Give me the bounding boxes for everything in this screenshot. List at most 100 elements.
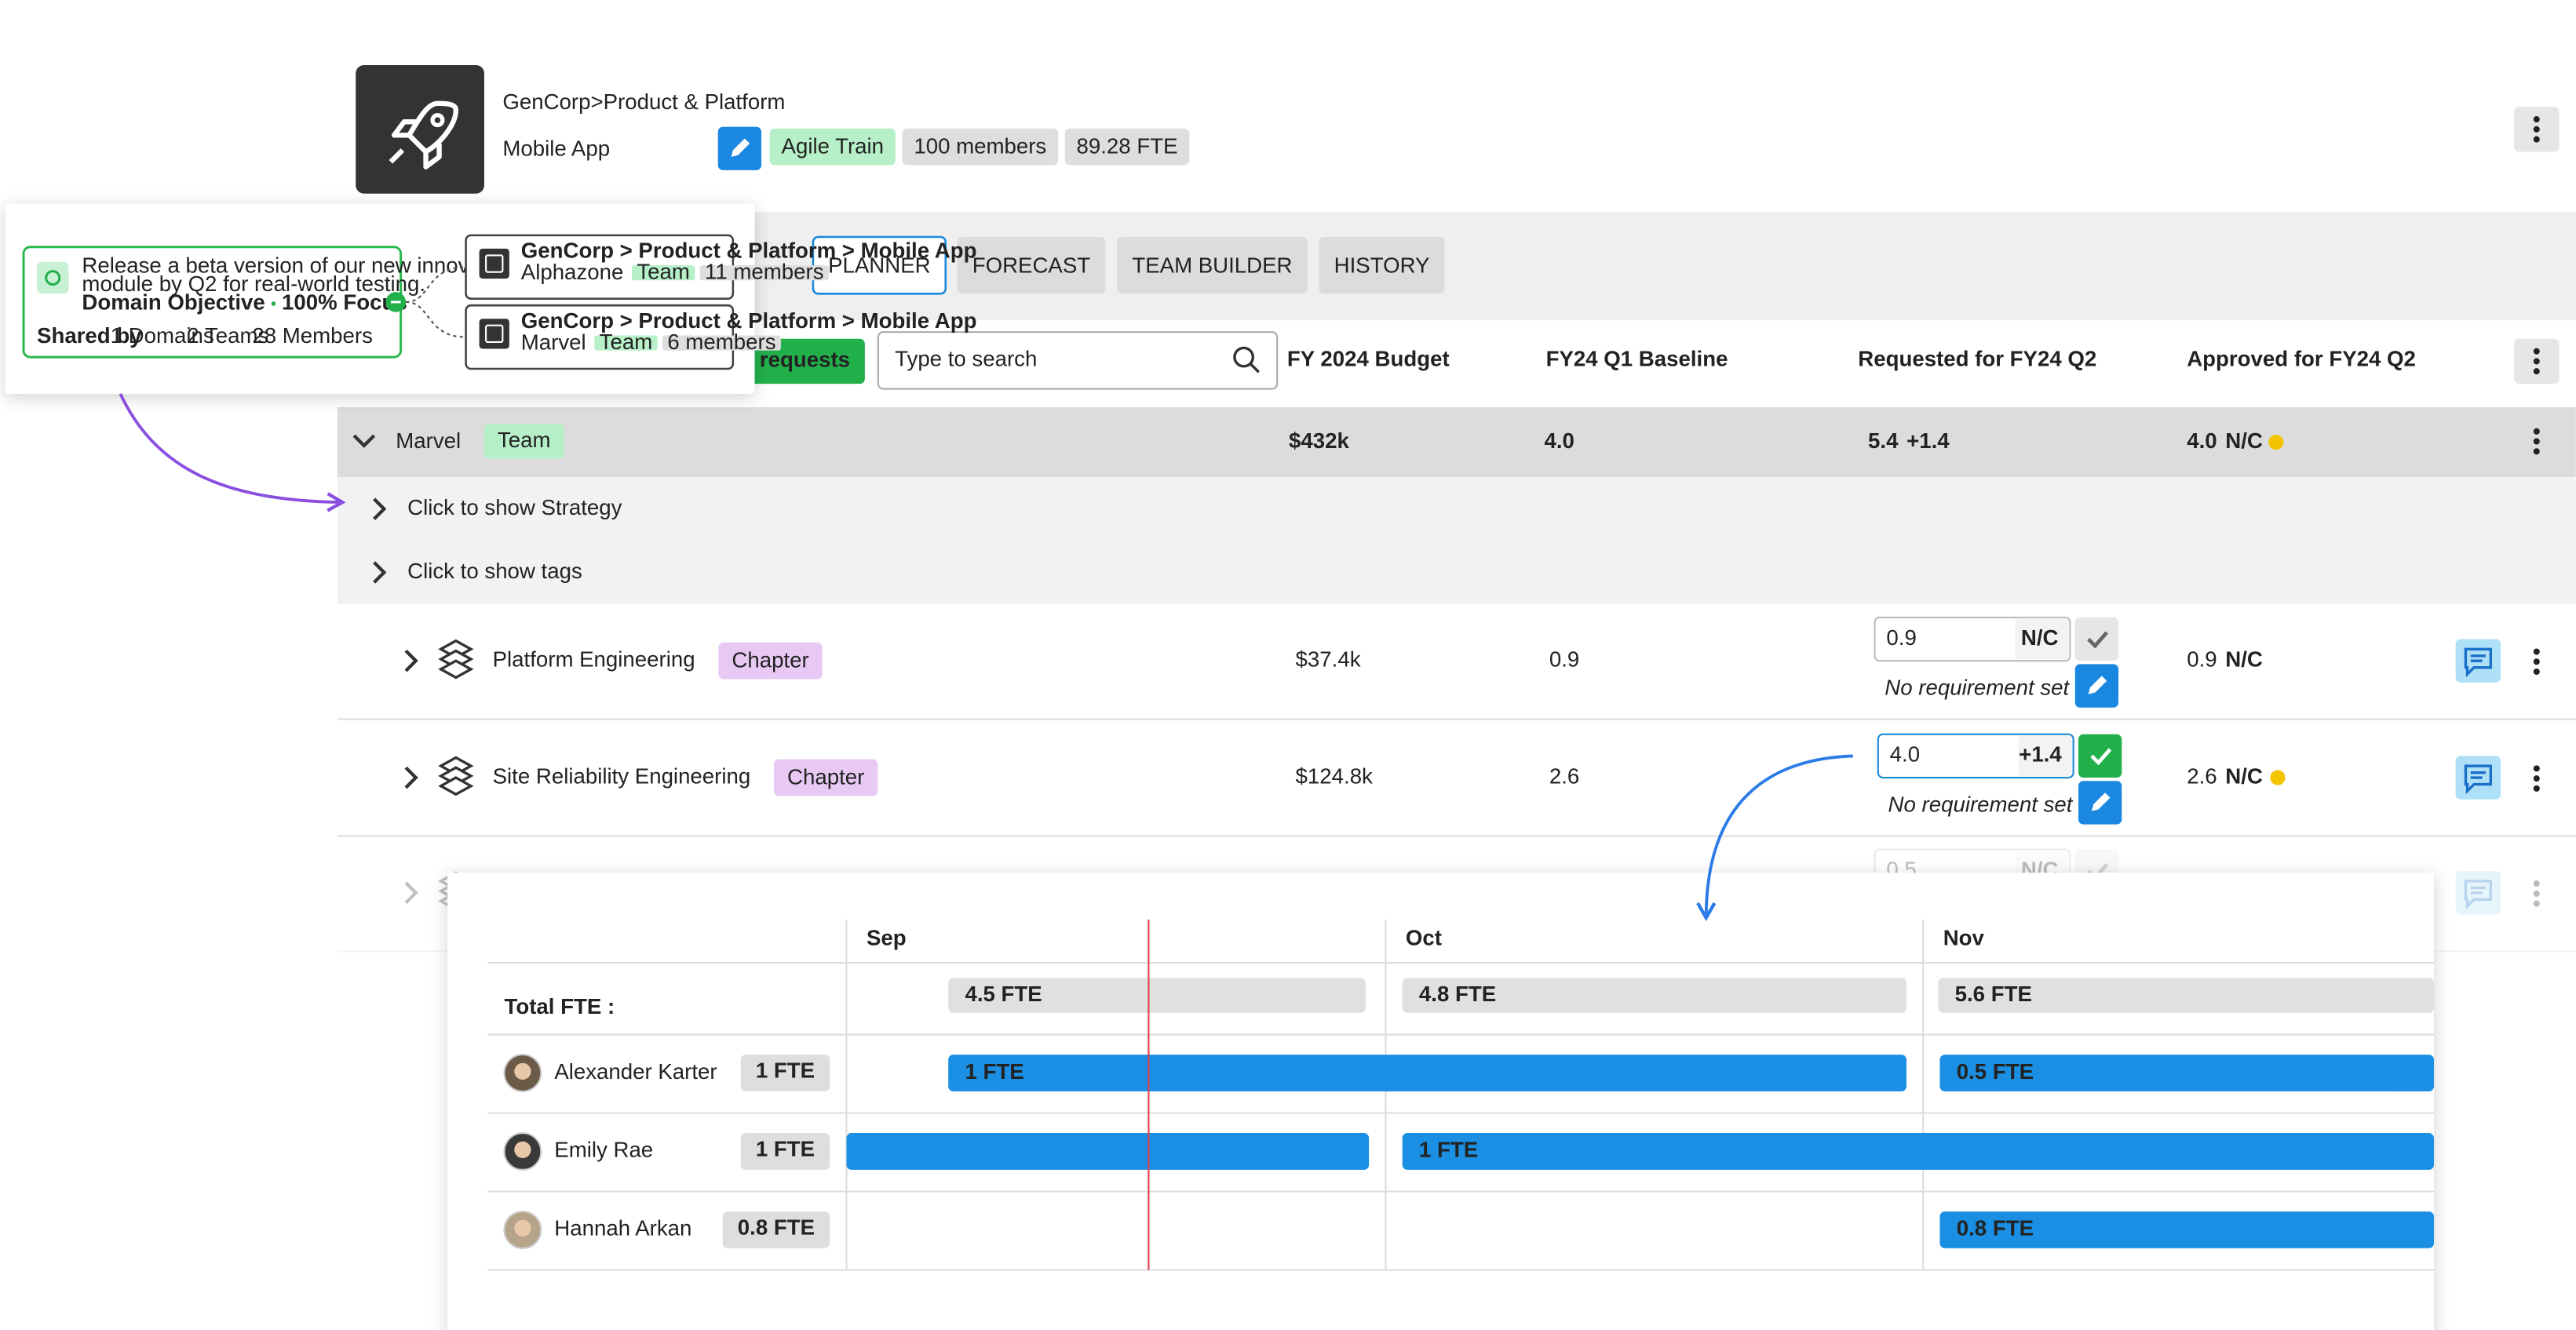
approved: 0.9: [2187, 647, 2217, 671]
chevron: [352, 434, 376, 448]
more-button[interactable]: [2514, 338, 2560, 384]
shared-count: 2 Teams: [187, 323, 268, 348]
dot: [2533, 658, 2540, 665]
tab-label: HISTORY: [1334, 253, 1430, 278]
tab-bg: [1319, 236, 1445, 294]
team-name: Alphazone: [521, 260, 624, 284]
objective-popup: Release a beta version of our new innova…: [5, 203, 977, 394]
expander-area: [337, 477, 2576, 604]
budget: $432k: [1289, 428, 1349, 453]
approved-status: N/C: [2225, 428, 2263, 453]
tag-text: Agile Train: [782, 134, 885, 159]
more-button[interactable]: [2514, 871, 2560, 916]
total-value: 4.5 FTE: [965, 982, 1042, 1006]
search-box[interactable]: [877, 331, 1279, 390]
baseline: 2.6: [1549, 763, 1579, 788]
dot: [2533, 358, 2540, 365]
avatar-face: [514, 1219, 531, 1237]
more-button[interactable]: [2514, 107, 2560, 152]
note: No requirement set: [1885, 676, 2070, 700]
dot: [2533, 448, 2540, 455]
layers-icon: [438, 659, 474, 680]
tab-label: TEAM BUILDER: [1132, 253, 1292, 278]
dot: [2533, 648, 2540, 655]
dot: [2533, 348, 2540, 355]
confirm-button[interactable]: [2078, 734, 2122, 778]
check-icon: [2087, 631, 2108, 649]
more-button[interactable]: [2514, 418, 2560, 465]
tag-bg: [631, 265, 695, 281]
chevron: [404, 649, 418, 672]
bar-label: 1 FTE: [1419, 1138, 1478, 1162]
tab[interactable]: PLANNER: [812, 235, 947, 295]
input-value: 4.0: [1890, 742, 1920, 767]
total-bar: [1402, 978, 1906, 1013]
column-header: FY 2024 Budget: [1287, 347, 1450, 371]
column-header: Requested for FY24 Q2: [1858, 347, 2096, 371]
button-bg: [2514, 871, 2560, 916]
tab-label: FORECAST: [972, 253, 1091, 278]
icon: [1249, 363, 1260, 373]
annotation-arrow: [1696, 754, 1853, 922]
team-path: GenCorp > Product & Platform > Mobile Ap…: [521, 238, 977, 262]
shared-count: 28 Members: [252, 323, 373, 348]
tab[interactable]: TEAM BUILDER: [1117, 236, 1308, 294]
note: No requirement set: [1888, 793, 2074, 817]
approved: 4.0: [2187, 428, 2217, 453]
person-name: Emily Rae: [554, 1138, 653, 1162]
allocation-bar: [1402, 1133, 2434, 1170]
tag-text: Chapter: [732, 648, 808, 672]
team-card[interactable]: GenCorp > Product & Platform > Mobile Ap…: [465, 234, 977, 300]
search-icon: [1233, 346, 1255, 368]
status-bg: [2018, 735, 2072, 776]
chapter-row: Platform Engineering Chapter $37.4k 0.9 0.9 N…: [337, 616, 2576, 720]
input-status: N/C: [2021, 625, 2059, 650]
chapter-row: Site Reliability Engineering Chapter $124.…: [337, 733, 2576, 837]
shared-count: 1 Domains: [111, 323, 214, 348]
tag-text: 100 members: [914, 134, 1046, 159]
dot: [2533, 368, 2540, 375]
column-header: FY24 Q1 Baseline: [1546, 347, 1728, 371]
team-card[interactable]: GenCorp > Product & Platform > Mobile Ap…: [465, 304, 977, 370]
status-dot: [2268, 435, 2284, 450]
dot: [2533, 785, 2540, 792]
avatar-face: [514, 1062, 531, 1080]
approved-status: N/C: [2225, 763, 2263, 788]
team-icon-glyph: [485, 324, 504, 344]
baseline: 0.9: [1549, 647, 1579, 671]
tag: 100 members: [902, 128, 1059, 166]
dot: [2533, 880, 2540, 887]
avatar-face: [514, 1141, 531, 1158]
tag-text: Chapter: [787, 764, 864, 789]
month-label: Sep: [867, 926, 907, 950]
total-value: 5.6 FTE: [1955, 982, 2032, 1006]
more-button[interactable]: [2514, 639, 2560, 684]
person-name: Alexander Karter: [554, 1059, 717, 1084]
group-name: Marvel: [396, 428, 461, 453]
tag-text: Team: [637, 260, 690, 284]
requested: 5.4: [1868, 428, 1899, 453]
breadcrumb: GenCorp>Product & Platform: [502, 89, 785, 114]
connector: [405, 266, 466, 338]
confirm-button[interactable]: [2074, 617, 2119, 661]
fte-text: 1 FTE: [756, 1137, 815, 1161]
dot: [2533, 126, 2540, 133]
baseline: 4.0: [1544, 428, 1574, 453]
tag-bg: [774, 759, 878, 796]
pencil-icon: [2092, 793, 2111, 811]
pencil-icon: [731, 138, 750, 157]
tag-bg: [483, 424, 565, 459]
tab[interactable]: HISTORY: [1319, 236, 1445, 294]
comment-button[interactable]: [2455, 871, 2501, 915]
tab[interactable]: FORECAST: [957, 236, 1106, 294]
tag-text: 89.28 FTE: [1077, 134, 1178, 159]
tag-bg: [902, 128, 1059, 166]
team-icon: [479, 248, 509, 279]
dot: [2533, 116, 2540, 123]
dot: [2533, 428, 2540, 435]
more-button[interactable]: [2514, 756, 2560, 801]
fte-tag: [740, 1055, 830, 1091]
budget: $37.4k: [1296, 647, 1361, 671]
